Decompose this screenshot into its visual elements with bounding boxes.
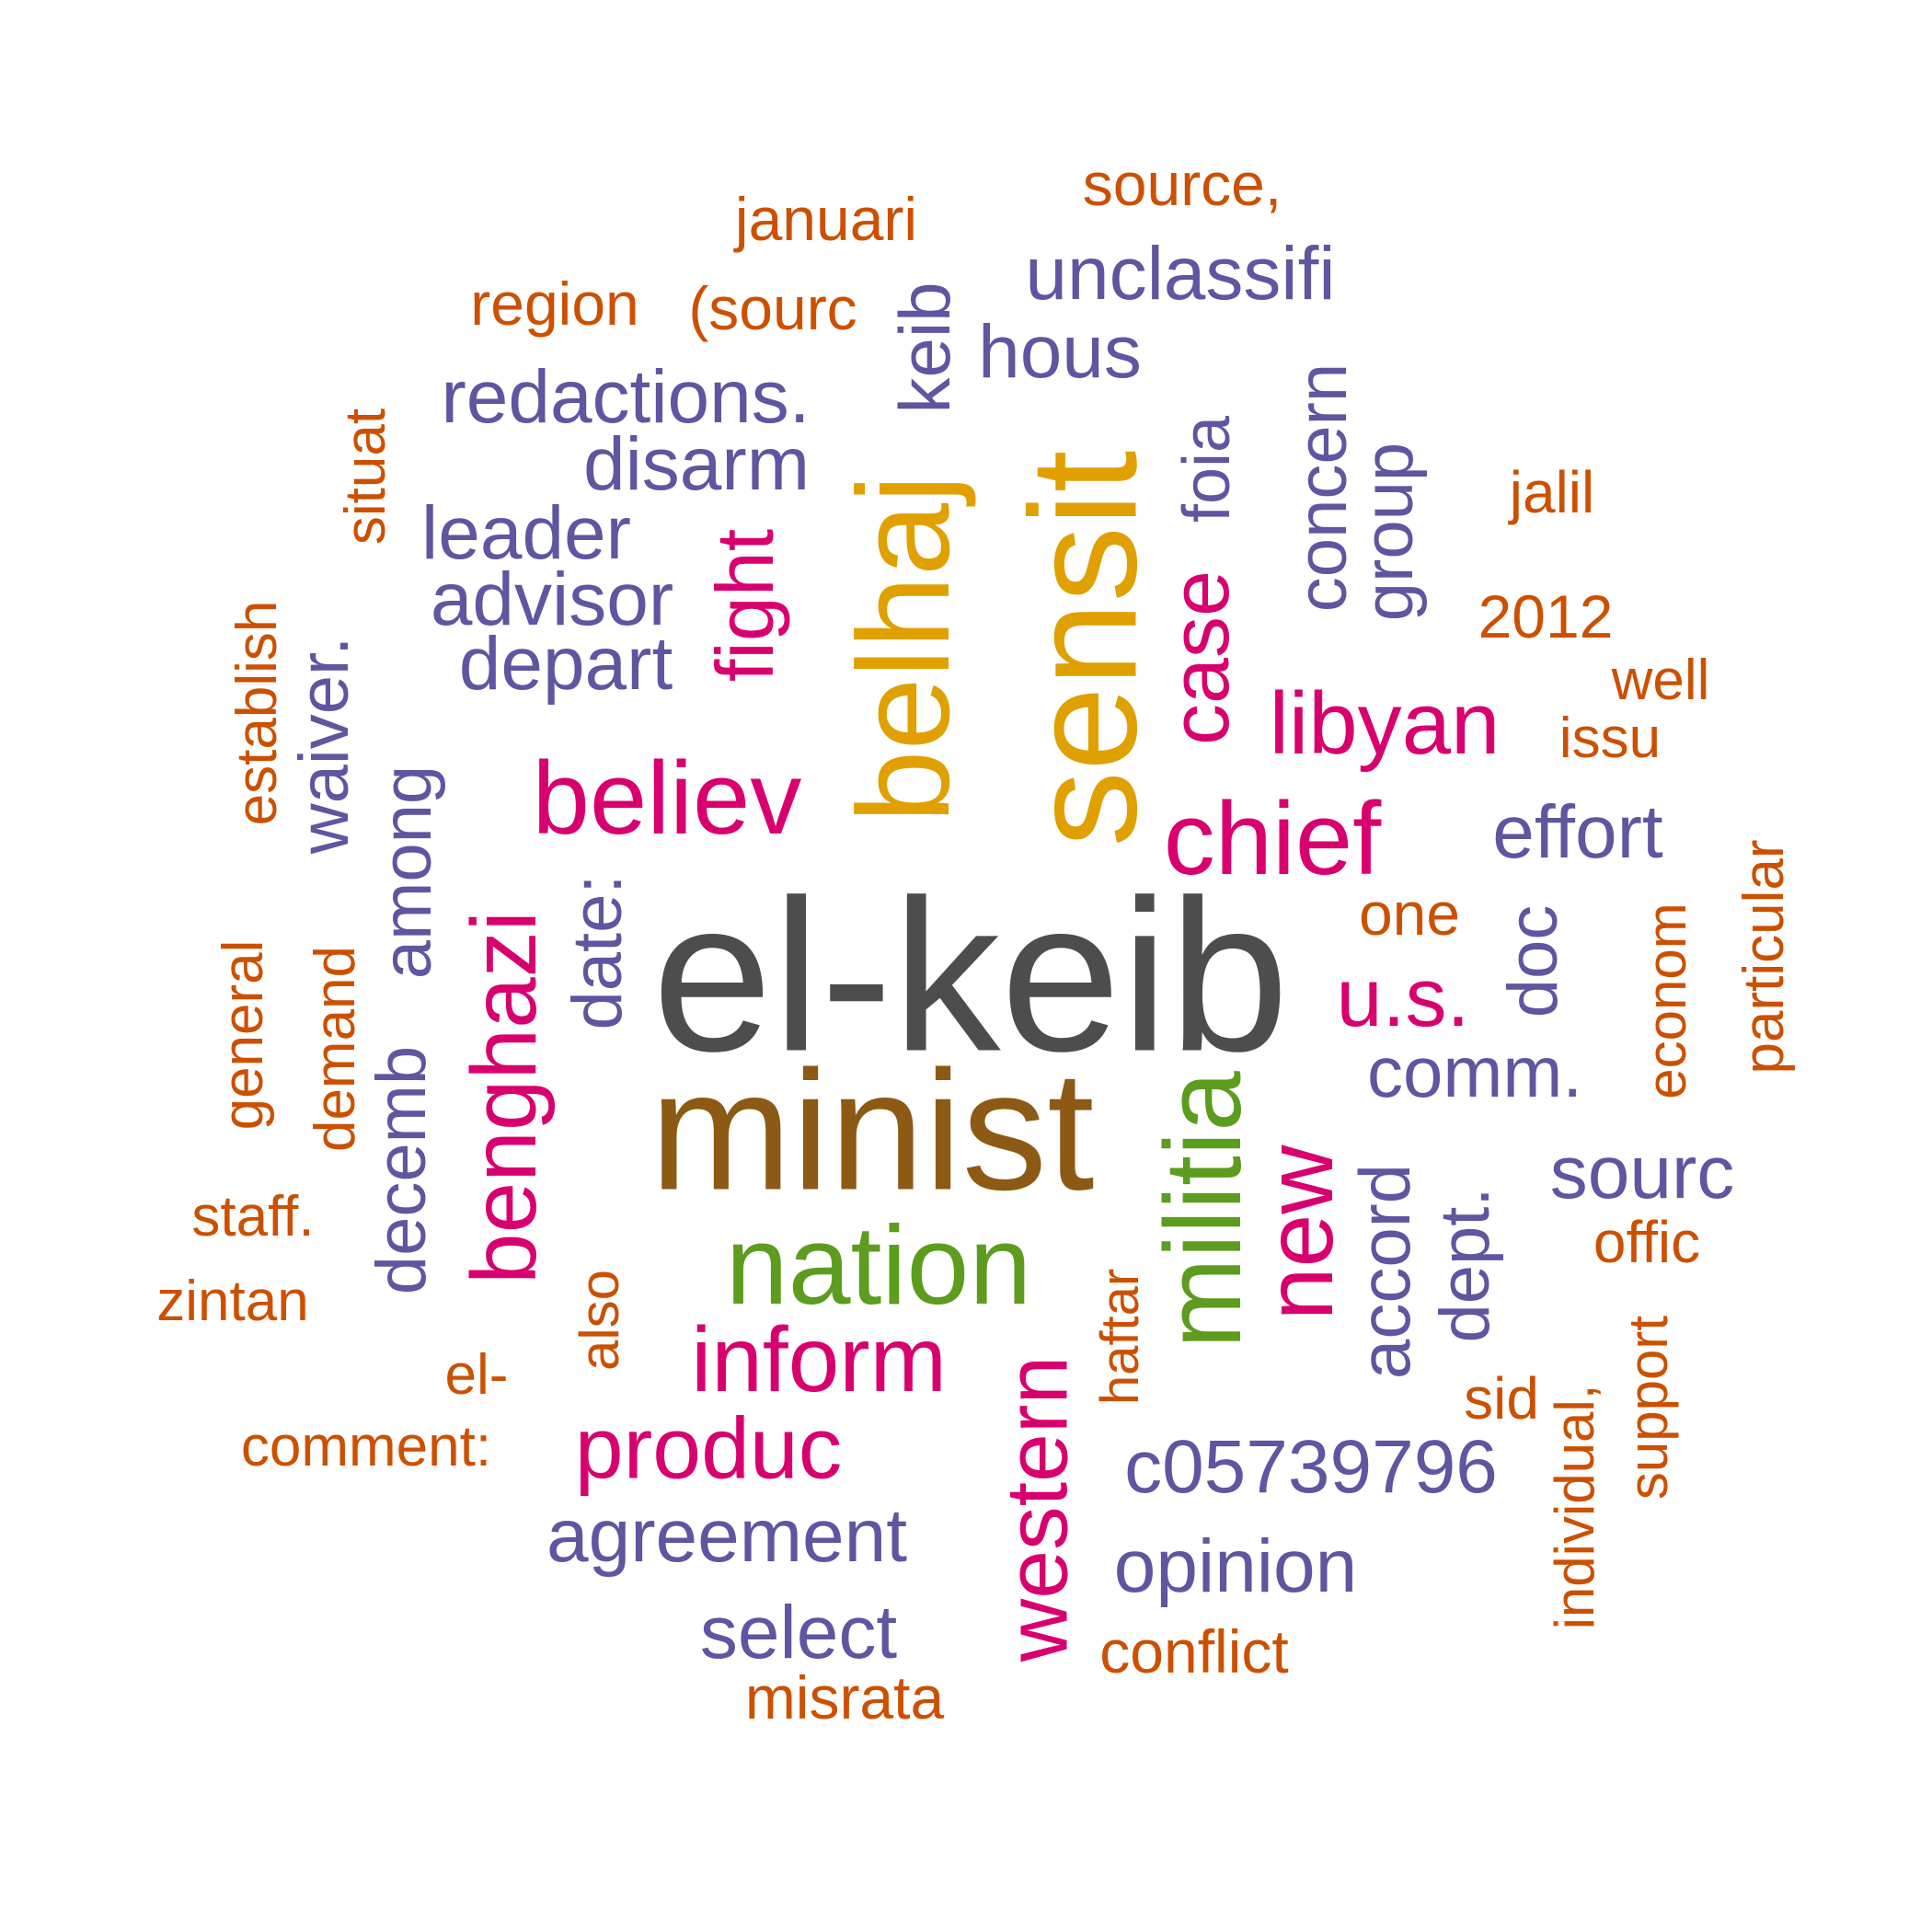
word: disarm	[582, 422, 811, 506]
word: 2012	[1478, 582, 1614, 650]
word: (sourc	[688, 274, 857, 342]
word: individual,	[1544, 1384, 1605, 1630]
word: zintan	[156, 1270, 309, 1333]
word: agreement	[546, 1494, 908, 1578]
word: support	[1617, 1315, 1679, 1501]
word: sensit	[998, 450, 1168, 847]
word: one	[1358, 880, 1461, 948]
word: januari	[734, 185, 918, 253]
word: case	[1155, 569, 1247, 746]
word: leader	[421, 491, 631, 575]
word: opinion	[1113, 1524, 1358, 1608]
word: militia	[1143, 1071, 1264, 1349]
word: produc	[574, 1399, 843, 1498]
word: accord	[1344, 1163, 1425, 1380]
word: dept.	[1426, 1187, 1504, 1343]
word: also	[569, 1269, 630, 1372]
word: offic	[1593, 1209, 1701, 1275]
word: group	[1350, 442, 1428, 622]
word: misrata	[744, 1663, 945, 1731]
word: concern	[1283, 362, 1362, 613]
word: comment:	[240, 1415, 492, 1478]
word: chief	[1163, 781, 1382, 896]
word: u.s.	[1336, 952, 1470, 1044]
word: redactions.	[441, 355, 811, 439]
word: effort	[1492, 790, 1663, 874]
word: inform	[691, 1308, 947, 1411]
word: new	[1247, 1144, 1353, 1321]
word: jalil	[1509, 459, 1595, 525]
word: select	[699, 1591, 898, 1674]
word: staff.	[191, 1185, 315, 1248]
word: date:	[558, 874, 637, 1030]
word: econom	[1636, 903, 1697, 1099]
word: believ	[532, 741, 802, 856]
word: establish	[225, 600, 289, 826]
word: particular	[1732, 839, 1796, 1075]
word: nation	[725, 1202, 1032, 1328]
word: el-keib	[651, 854, 1290, 1097]
word: conflict	[1099, 1617, 1289, 1685]
word: hous	[978, 310, 1142, 394]
word: decemb	[362, 1045, 441, 1295]
word: el-	[444, 1343, 509, 1407]
word: advisor	[430, 558, 674, 641]
word: general	[212, 939, 275, 1131]
word: doc	[1494, 904, 1572, 1018]
word: minist	[650, 1036, 1095, 1226]
word: situat	[334, 408, 397, 546]
word: keib	[884, 282, 965, 414]
word: source,	[1082, 150, 1282, 218]
word: libyan	[1269, 674, 1501, 773]
word: issu	[1558, 707, 1662, 770]
word: sid	[1464, 1365, 1539, 1432]
word: unclassifi	[1025, 232, 1336, 316]
word: belhaj	[831, 474, 977, 823]
word: fight	[699, 528, 790, 683]
word: benghazi	[453, 911, 556, 1284]
word: waiver.	[285, 636, 363, 855]
word: western	[988, 1355, 1087, 1662]
word: region	[470, 270, 639, 338]
word: among	[368, 765, 446, 980]
word: haftar	[1090, 1268, 1150, 1406]
word: depart	[458, 622, 673, 706]
word: demand	[304, 945, 367, 1153]
word: well	[1611, 649, 1710, 712]
word: c05739796	[1124, 1425, 1498, 1509]
word: comm.	[1367, 1031, 1582, 1112]
word: foia	[1170, 415, 1244, 523]
word: sourc	[1549, 1131, 1735, 1214]
